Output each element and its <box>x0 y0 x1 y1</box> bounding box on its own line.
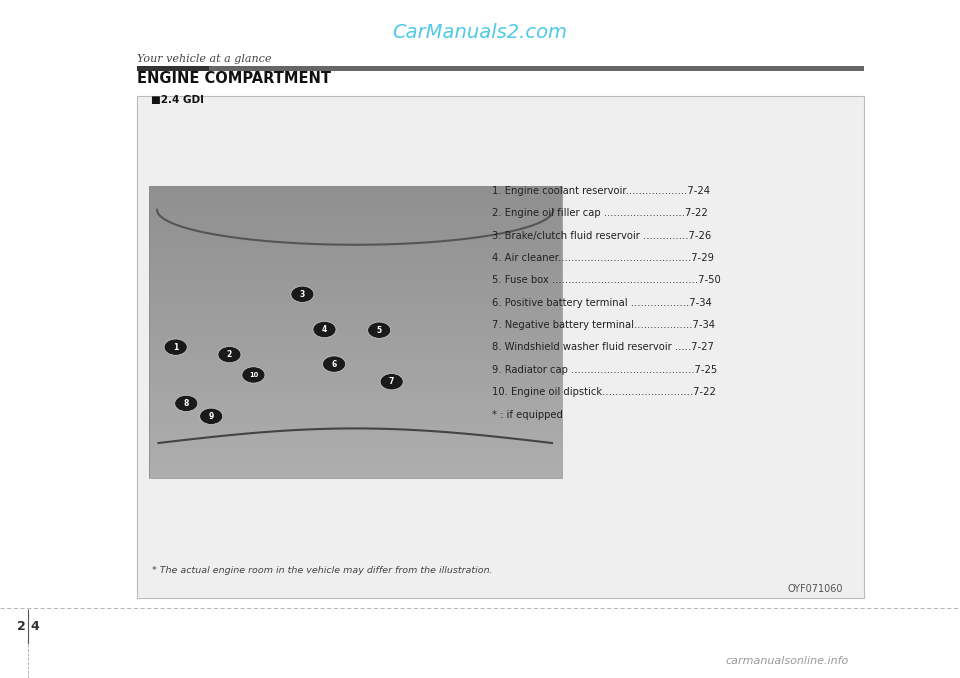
Text: 1. Engine coolant reservoir...................7-24: 1. Engine coolant reservoir.............… <box>492 186 710 196</box>
Text: * The actual engine room in the vehicle may differ from the illustration.: * The actual engine room in the vehicle … <box>152 566 492 575</box>
Bar <box>149 186 562 194</box>
Text: 5: 5 <box>376 325 382 335</box>
Bar <box>149 186 562 478</box>
Text: 5. Fuse box .............................................7-50: 5. Fuse box ............................… <box>492 275 721 285</box>
Circle shape <box>313 321 336 338</box>
Text: 3: 3 <box>300 290 305 299</box>
Bar <box>209 66 864 71</box>
Text: 10. Engine oil dipstick............................7-22: 10. Engine oil dipstick.................… <box>492 387 716 397</box>
Text: OYF071060: OYF071060 <box>787 584 843 594</box>
Circle shape <box>200 408 223 424</box>
Bar <box>149 208 562 216</box>
Circle shape <box>380 374 403 390</box>
Bar <box>149 266 562 274</box>
Bar <box>149 383 562 391</box>
Circle shape <box>175 395 198 412</box>
Text: 6. Positive battery terminal ..................7-34: 6. Positive battery terminal ...........… <box>492 298 712 308</box>
Text: ENGINE COMPARTMENT: ENGINE COMPARTMENT <box>137 71 331 86</box>
Bar <box>149 281 562 289</box>
Bar <box>149 412 562 420</box>
Text: 9. Radiator cap ......................................7-25: 9. Radiator cap ........................… <box>492 365 718 375</box>
Bar <box>149 303 562 311</box>
Text: 7. Negative battery terminal..................7-34: 7. Negative battery terminal............… <box>492 320 715 330</box>
Circle shape <box>291 286 314 302</box>
Bar <box>149 449 562 456</box>
Circle shape <box>164 339 187 355</box>
Bar <box>149 405 562 412</box>
Text: 2: 2 <box>227 350 232 359</box>
Bar <box>149 398 562 405</box>
Bar <box>149 311 562 317</box>
Bar <box>149 456 562 464</box>
Text: ■2.4 GDI: ■2.4 GDI <box>151 95 204 105</box>
Text: 7: 7 <box>389 377 395 386</box>
Bar <box>149 427 562 435</box>
Bar <box>149 274 562 281</box>
Bar <box>149 237 562 245</box>
Bar <box>137 66 209 71</box>
Text: 2. Engine oil filler cap .........................7-22: 2. Engine oil filler cap ...............… <box>492 208 708 218</box>
Text: carmanualsonline.info: carmanualsonline.info <box>726 656 849 666</box>
Circle shape <box>242 367 265 383</box>
Bar <box>149 420 562 427</box>
Text: 8. Windshield washer fluid reservoir .....7-27: 8. Windshield washer fluid reservoir ...… <box>492 342 714 353</box>
Text: * : if equipped: * : if equipped <box>492 410 564 420</box>
Bar <box>149 441 562 449</box>
Text: 4. Air cleaner.........................................7-29: 4. Air cleaner..........................… <box>492 253 714 263</box>
Text: 6: 6 <box>331 359 337 369</box>
Bar <box>149 464 562 471</box>
Bar <box>137 96 864 598</box>
Bar <box>149 223 562 231</box>
Circle shape <box>218 346 241 363</box>
Text: 4: 4 <box>31 620 39 633</box>
Text: Your vehicle at a glance: Your vehicle at a glance <box>137 54 272 64</box>
Bar <box>149 376 562 383</box>
Bar <box>149 245 562 252</box>
Bar <box>149 340 562 347</box>
Bar <box>149 296 562 303</box>
Text: 2: 2 <box>17 620 26 633</box>
Bar <box>149 332 562 340</box>
Bar <box>149 216 562 223</box>
Bar <box>149 201 562 208</box>
Bar <box>149 346 562 354</box>
Text: 9: 9 <box>208 412 214 421</box>
Bar <box>149 289 562 296</box>
Bar <box>149 361 562 369</box>
Bar <box>149 391 562 398</box>
Text: CarManuals2.com: CarManuals2.com <box>393 23 567 42</box>
Bar <box>149 252 562 260</box>
Bar <box>149 259 562 266</box>
Circle shape <box>323 356 346 372</box>
Bar <box>149 325 562 332</box>
Bar <box>149 434 562 441</box>
Text: 10: 10 <box>249 372 258 378</box>
Text: 3. Brake/clutch fluid reservoir ..............7-26: 3. Brake/clutch fluid reservoir ........… <box>492 231 711 241</box>
Bar <box>149 354 562 361</box>
Bar <box>149 369 562 376</box>
Bar <box>149 317 562 325</box>
Circle shape <box>368 322 391 338</box>
Text: 8: 8 <box>183 399 189 408</box>
Text: 1: 1 <box>173 342 179 352</box>
Bar <box>149 231 562 237</box>
Bar <box>149 471 562 478</box>
Text: 4: 4 <box>322 325 327 334</box>
Bar <box>149 194 562 201</box>
